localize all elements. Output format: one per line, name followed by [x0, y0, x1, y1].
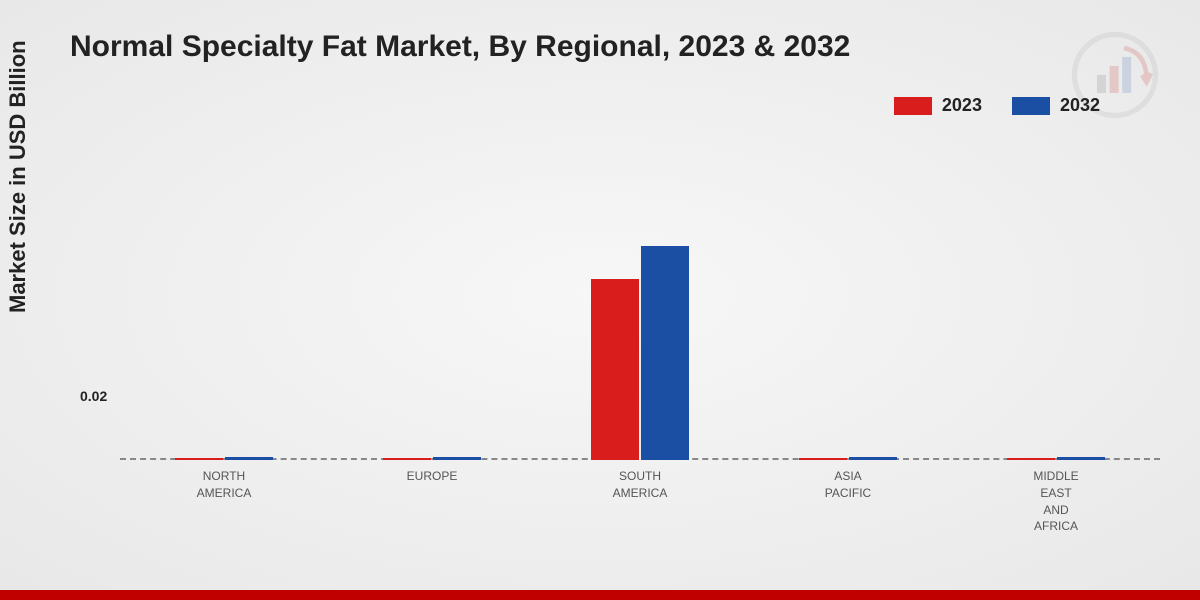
legend: 2023 2032 [894, 95, 1100, 116]
bar-2023 [591, 279, 639, 461]
legend-label-2032: 2032 [1060, 95, 1100, 116]
chart-title: Normal Specialty Fat Market, By Regional… [70, 30, 850, 64]
chart-container: Normal Specialty Fat Market, By Regional… [0, 0, 1200, 590]
x-axis-area: NORTH AMERICA EUROPE SOUTH AMERICA ASIA … [120, 460, 1160, 540]
category-label: NORTH AMERICA [120, 468, 328, 502]
category-label: ASIA PACIFIC [744, 468, 952, 502]
y-tick-label: 0.02 [80, 388, 107, 404]
category-label: SOUTH AMERICA [536, 468, 744, 502]
legend-item-2023: 2023 [894, 95, 982, 116]
y-axis-label: Market Size in USD Billion [5, 40, 31, 313]
legend-item-2032: 2032 [1012, 95, 1100, 116]
bar-2032 [641, 246, 689, 461]
footer-accent-bar [0, 590, 1200, 600]
category-label: MIDDLE EAST AND AFRICA [952, 468, 1160, 535]
plot-area: 0.02 [120, 130, 1160, 460]
category-label: EUROPE [328, 468, 536, 485]
legend-label-2023: 2023 [942, 95, 982, 116]
legend-swatch-2023 [894, 97, 932, 115]
legend-swatch-2032 [1012, 97, 1050, 115]
category-group [536, 246, 744, 461]
